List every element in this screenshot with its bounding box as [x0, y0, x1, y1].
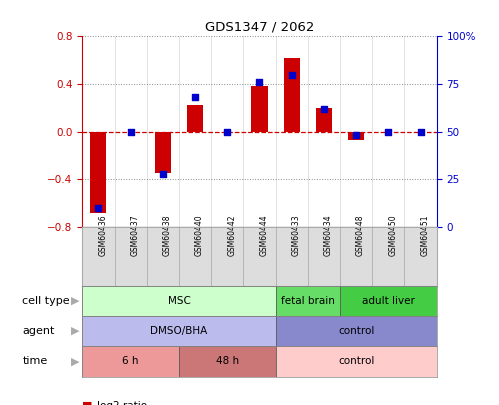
- Bar: [275, 227, 308, 286]
- Bar: [348, 132, 364, 140]
- Bar: [308, 227, 340, 286]
- Text: GSM60444: GSM60444: [259, 215, 268, 256]
- Bar: [275, 286, 340, 316]
- Text: ▶: ▶: [71, 326, 80, 336]
- Bar: [82, 227, 115, 286]
- Text: GSM60451: GSM60451: [421, 215, 430, 256]
- Text: GSM60434: GSM60434: [324, 215, 333, 256]
- Bar: [82, 316, 275, 346]
- Text: fetal brain: fetal brain: [281, 296, 335, 306]
- Point: [127, 128, 135, 135]
- Bar: [147, 227, 179, 286]
- Bar: [82, 346, 179, 377]
- Bar: [316, 108, 332, 132]
- Point: [288, 71, 296, 78]
- Title: GDS1347 / 2062: GDS1347 / 2062: [205, 21, 314, 34]
- Bar: [90, 132, 106, 213]
- Bar: [275, 346, 437, 377]
- Text: GSM60448: GSM60448: [356, 215, 365, 256]
- Point: [223, 128, 231, 135]
- Text: GSM60440: GSM60440: [195, 215, 204, 256]
- Bar: [115, 227, 147, 286]
- Point: [417, 128, 425, 135]
- Text: GSM60442: GSM60442: [227, 215, 236, 256]
- Bar: [211, 227, 244, 286]
- Bar: [251, 86, 267, 132]
- Point: [191, 94, 199, 100]
- Text: GSM60438: GSM60438: [163, 215, 172, 256]
- Text: control: control: [338, 356, 374, 367]
- Point: [159, 170, 167, 177]
- Point: [255, 79, 263, 85]
- Bar: [283, 58, 300, 132]
- Bar: [340, 227, 372, 286]
- Text: time: time: [22, 356, 48, 367]
- Text: 6 h: 6 h: [122, 356, 139, 367]
- Text: ▶: ▶: [71, 356, 80, 367]
- Text: cell type: cell type: [22, 296, 70, 306]
- Bar: [244, 227, 275, 286]
- Text: GSM60450: GSM60450: [388, 215, 397, 256]
- Point: [94, 205, 102, 211]
- Bar: [179, 227, 211, 286]
- Bar: [82, 286, 275, 316]
- Text: GSM60437: GSM60437: [131, 215, 140, 256]
- Bar: [404, 227, 437, 286]
- Bar: [372, 227, 404, 286]
- Point: [352, 132, 360, 139]
- Bar: [179, 346, 275, 377]
- Text: control: control: [338, 326, 374, 336]
- Bar: [275, 316, 437, 346]
- Text: ▶: ▶: [71, 296, 80, 306]
- Point: [384, 128, 392, 135]
- Text: agent: agent: [22, 326, 55, 336]
- Bar: [155, 132, 171, 173]
- Text: DMSO/BHA: DMSO/BHA: [150, 326, 208, 336]
- Bar: [187, 105, 203, 132]
- Point: [320, 106, 328, 112]
- Text: log2 ratio: log2 ratio: [97, 401, 147, 405]
- Text: GSM60436: GSM60436: [98, 215, 107, 256]
- Bar: [340, 286, 437, 316]
- Text: ■: ■: [82, 401, 93, 405]
- Text: 48 h: 48 h: [216, 356, 239, 367]
- Text: MSC: MSC: [168, 296, 191, 306]
- Text: GSM60433: GSM60433: [292, 215, 301, 256]
- Text: adult liver: adult liver: [362, 296, 415, 306]
